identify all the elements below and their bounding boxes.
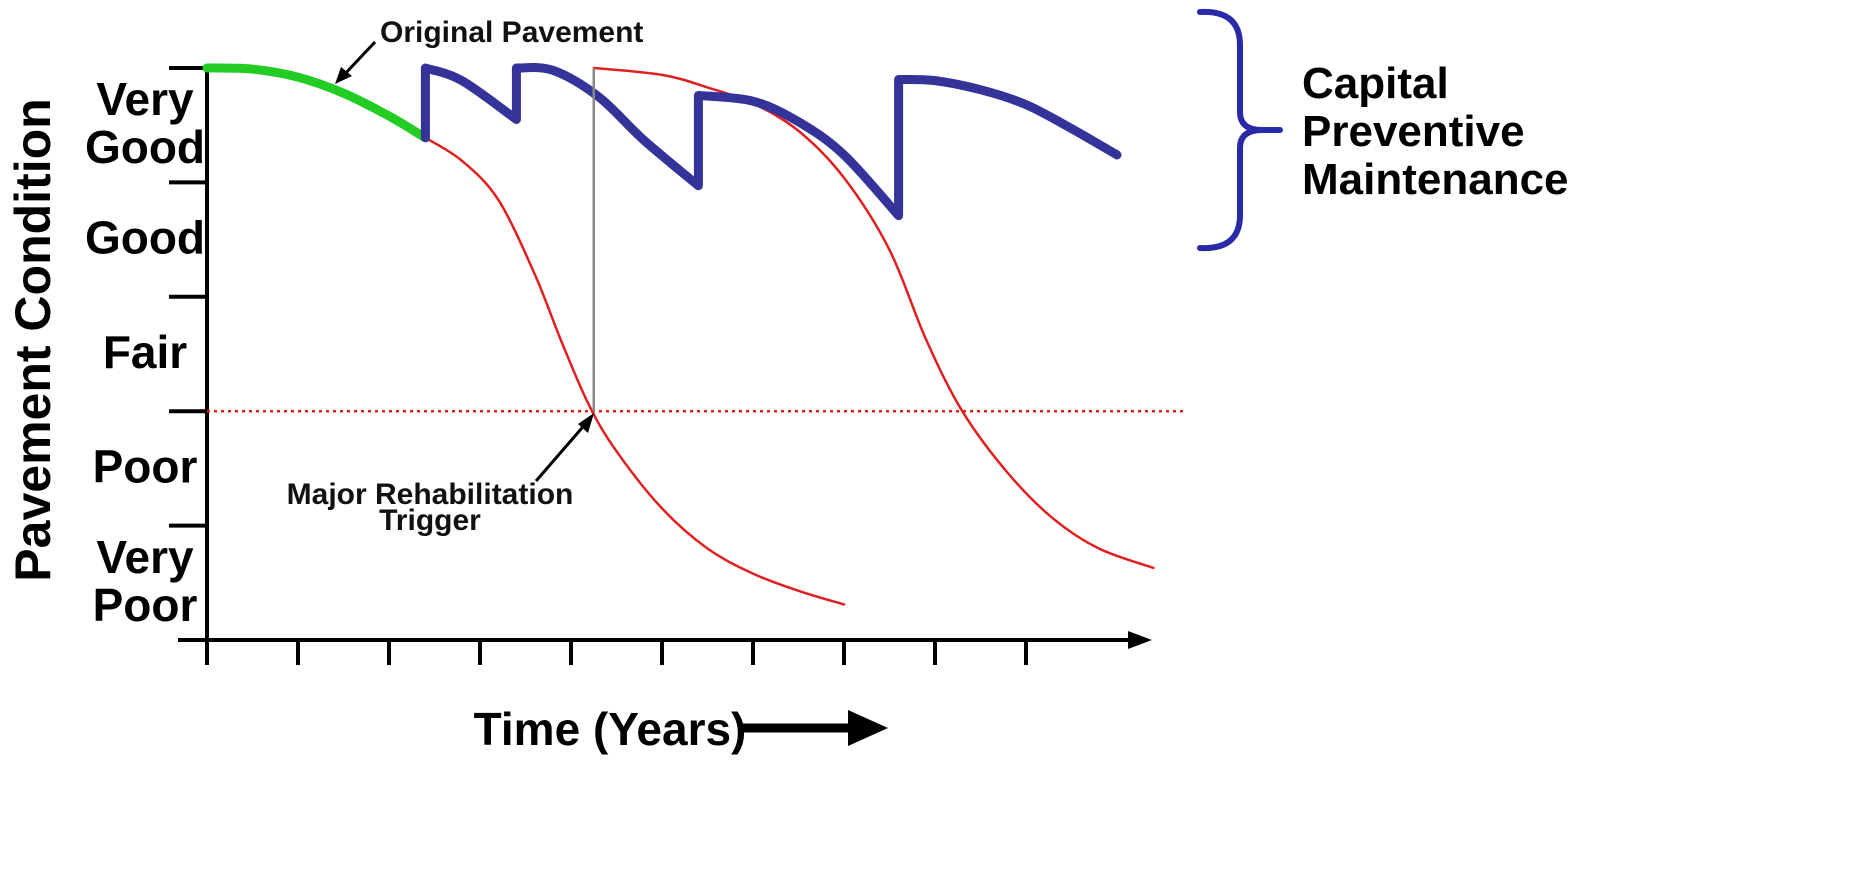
capital-preventive-maintenance-label: Preventive — [1302, 107, 1525, 156]
capital-preventive-maintenance-label: Capital — [1302, 59, 1449, 108]
curly-bracket — [1197, 8, 1283, 252]
y-category-label-line: Good — [85, 121, 205, 173]
series-line-preventive — [420, 63, 1122, 221]
series-line-no-maintenance — [424, 136, 846, 606]
series-line-original — [202, 63, 430, 143]
time-arrow-head — [848, 710, 888, 746]
x-axis-title: Time (Years) — [474, 703, 747, 755]
y-category-label-line: Very — [96, 531, 194, 583]
rehab-trigger-annotation: Major Rehabilitation — [287, 478, 574, 511]
rehab-annotation-arrowhead — [578, 413, 594, 433]
y-category-label-line: Very — [96, 73, 194, 125]
y-category-label: Very Good — [85, 73, 205, 173]
rehab-trigger-annotation-line2: Trigger — [379, 504, 481, 537]
y-category-label: Poor — [93, 440, 198, 492]
y-category-label: Very Poor — [93, 531, 198, 631]
rehab-annotation-pointer — [534, 420, 590, 482]
y-category-label-line: Fair — [103, 326, 187, 378]
y-category-label: Fair — [103, 326, 187, 378]
original-annotation-pointer — [340, 40, 377, 79]
original-pavement-annotation: Original Pavement — [380, 16, 643, 49]
y-category-label-line: Poor — [93, 579, 198, 631]
original-annotation-arrowhead — [335, 67, 352, 84]
series-group — [202, 63, 1155, 606]
y-category-label: Good — [85, 212, 205, 264]
y-category-label-line: Good — [85, 212, 205, 264]
capital-preventive-maintenance-label: Maintenance — [1302, 155, 1569, 204]
y-axis-title: Pavement Condition — [5, 98, 61, 581]
chart-axes — [169, 66, 1152, 665]
x-axis-arrowhead — [1128, 631, 1152, 649]
series-line-after-rehab — [592, 66, 1155, 570]
y-category-label-line: Poor — [93, 440, 198, 492]
